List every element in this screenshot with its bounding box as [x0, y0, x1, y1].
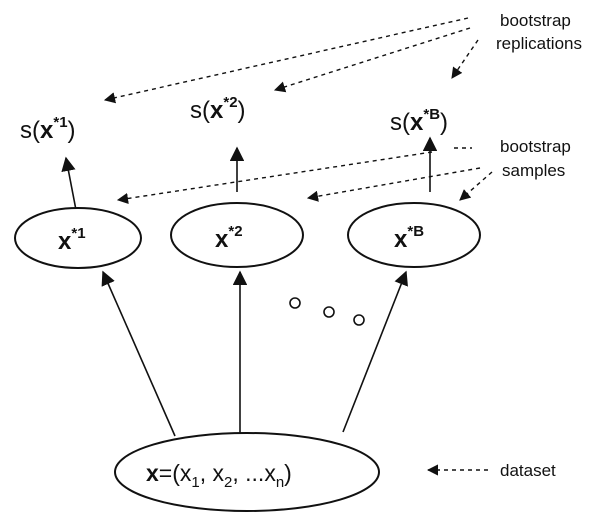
pointer-sample-B	[459, 171, 493, 201]
continuation-dot-1	[289, 297, 301, 309]
sample-label-1: x*1	[58, 225, 86, 255]
replication-label-B: s(x*B)	[390, 106, 448, 136]
sample-ellipse-2	[170, 202, 304, 268]
pointer-replication-B	[451, 39, 479, 79]
dataset-formula: x=(x1, x2, ...xn)	[146, 460, 292, 491]
continuation-dot-3	[353, 314, 365, 326]
continuation-dots	[289, 297, 365, 326]
label-bootstrap-samples: bootstrap samples	[500, 137, 576, 180]
sample-label-B: x*B	[394, 223, 424, 253]
sample-ellipse-B	[347, 202, 481, 268]
sample-label-2: x*2	[215, 223, 243, 253]
dataset-ellipse	[114, 432, 380, 512]
replication-label-2: s(x*2)	[190, 94, 246, 124]
replication-pointers	[103, 17, 479, 104]
dataset-to-samples-arrows	[101, 270, 408, 437]
pointer-replication-2	[273, 27, 471, 93]
sample-to-replication-arrows	[61, 136, 438, 211]
arrow-dataset-to-sample-1	[101, 270, 176, 437]
arrow-dataset-to-sample-B	[342, 270, 408, 433]
replication-label-1: s(x*1)	[20, 114, 76, 144]
label-dataset: dataset	[500, 461, 556, 480]
sample-ellipse-1	[14, 207, 142, 269]
sample-pointers	[116, 147, 493, 205]
label-bootstrap-replications: bootstrap replications	[496, 11, 582, 53]
pointer-sample-2	[306, 167, 481, 202]
continuation-dot-2	[323, 306, 335, 318]
arrow-sample-1-to-replication	[61, 156, 77, 211]
pointer-sample-1	[116, 151, 433, 205]
pointer-replication-1	[103, 17, 469, 104]
